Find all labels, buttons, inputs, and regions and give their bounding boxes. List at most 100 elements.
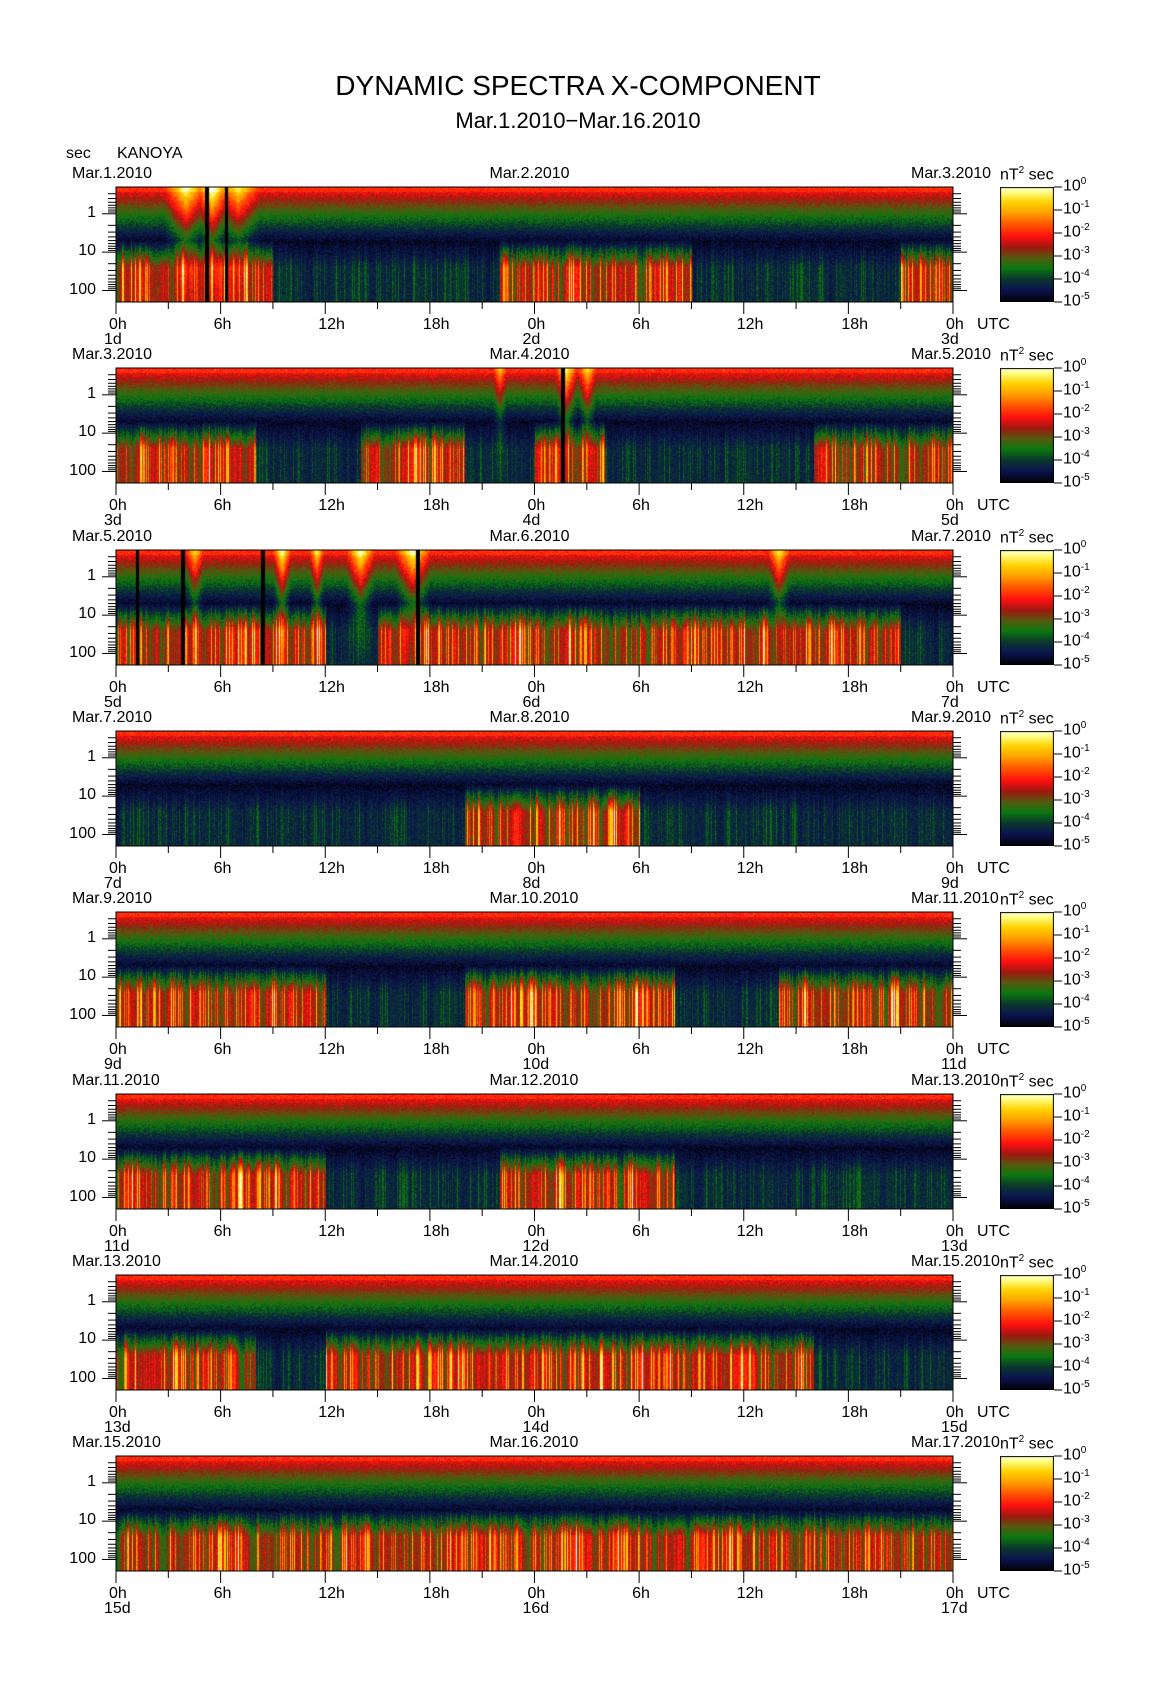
unit-nt: nT: [1000, 1435, 1019, 1453]
spectrogram-panel-6: [116, 1094, 953, 1209]
unit-sec: sec: [1024, 1254, 1054, 1272]
y-tick-label: 1: [87, 1472, 96, 1490]
tick-base: 10: [1063, 1311, 1081, 1329]
tick-exponent: -3: [1080, 1152, 1090, 1163]
tick-base: 10: [1063, 902, 1081, 920]
tick-base: 10: [1063, 767, 1081, 785]
panel-end-date: Mar.11.2010: [911, 890, 999, 907]
colorbar-tick-label: 100: [1063, 720, 1086, 739]
day-label: 6d: [522, 694, 541, 711]
y-tick-label: 1: [87, 203, 96, 221]
x-tick-label: 18h: [422, 497, 450, 514]
tick-exponent: -3: [1080, 426, 1090, 437]
unit-exp: 2: [1018, 528, 1025, 539]
colorbar-tick-label: 10-5: [1063, 654, 1090, 673]
tick-exponent: -2: [1080, 1491, 1090, 1502]
colorbar-tick-label: 10-1: [1063, 924, 1090, 943]
y-tick-label: 100: [69, 1005, 96, 1023]
tick-base: 10: [1063, 473, 1081, 491]
day-label: 13d: [941, 1238, 968, 1255]
colorbar-tick-label: 100: [1063, 1445, 1086, 1464]
spectrogram-panel-3: [116, 550, 953, 665]
x-tick-label: 0h: [527, 1585, 546, 1602]
day-label: 11d: [104, 1238, 130, 1255]
panel-start-date: Mar.1.2010: [72, 165, 153, 182]
y-tick-label: 100: [69, 1187, 96, 1205]
colorbar-tick-label: 10-1: [1063, 1468, 1090, 1487]
day-label: 7d: [941, 694, 959, 711]
tick-exponent: -5: [1080, 472, 1090, 483]
spectrogram-panel-7: [116, 1275, 953, 1390]
tick-base: 10: [1063, 292, 1081, 310]
colorbar-tick-label: 10-4: [1063, 268, 1090, 287]
tick-base: 10: [1063, 655, 1081, 673]
unit-exp: 2: [1018, 1253, 1025, 1264]
x-tick-label: 0h: [946, 1585, 964, 1602]
tick-base: 10: [1063, 1492, 1081, 1510]
x-tick-label: 12h: [736, 679, 764, 696]
tick-base: 10: [1063, 586, 1081, 604]
colorbar-unit: nT2 sec: [1000, 1434, 1054, 1453]
tick-base: 10: [1063, 925, 1081, 943]
x-tick-label: 0h: [946, 316, 964, 333]
tick-exponent: 0: [1080, 1264, 1087, 1275]
tick-base: 10: [1063, 1446, 1081, 1464]
y-tick-label: 1: [87, 1291, 96, 1309]
colorbar-5: [1000, 912, 1054, 1027]
x-tick-label: 6h: [213, 316, 232, 333]
unit-sec: sec: [1024, 1435, 1054, 1453]
tick-base: 10: [1063, 948, 1081, 966]
day-label: 12d: [522, 1238, 550, 1255]
panel-mid-date: Mar.16.2010: [489, 1434, 579, 1451]
colorbar-tick-label: 10-4: [1063, 631, 1090, 650]
colorbar-tick-label: 10-1: [1063, 1106, 1090, 1125]
tick-exponent: -4: [1080, 993, 1090, 1004]
unit-nt: nT: [1000, 891, 1019, 909]
x-tick-label: 18h: [841, 679, 869, 696]
x-tick-label: 6h: [632, 860, 650, 877]
x-tick-label: 12h: [736, 1041, 764, 1058]
unit-exp: 2: [1018, 1072, 1025, 1083]
day-label: 15d: [941, 1419, 968, 1436]
x-tick-label: 6h: [632, 679, 650, 696]
x-tick-label: 0h: [946, 1404, 964, 1421]
unit-nt: nT: [1000, 1254, 1019, 1272]
tick-exponent: -4: [1080, 1537, 1090, 1548]
tick-exponent: -2: [1080, 585, 1090, 596]
tick-exponent: -4: [1080, 812, 1090, 823]
colorbar-unit: nT2 sec: [1000, 165, 1054, 184]
x-tick-label: 6h: [213, 679, 232, 696]
colorbar-unit: nT2 sec: [1000, 346, 1054, 365]
tick-exponent: -4: [1080, 1175, 1090, 1186]
colorbar-unit: nT2 sec: [1000, 528, 1054, 547]
colorbar-tick-label: 10-1: [1063, 562, 1090, 581]
x-tick-label: 0h: [109, 497, 127, 514]
tick-base: 10: [1063, 1334, 1081, 1352]
day-label: 14d: [522, 1419, 550, 1436]
panel-end-date: Mar.5.2010: [911, 346, 992, 363]
station-label: KANOYA: [117, 145, 183, 162]
utc-label: UTC: [977, 497, 1010, 514]
colorbar-tick-label: 100: [1063, 901, 1086, 920]
colorbar-tick-label: 10-1: [1063, 743, 1090, 762]
tick-base: 10: [1063, 1107, 1081, 1125]
x-tick-label: 12h: [318, 860, 345, 877]
x-tick-label: 0h: [946, 1041, 964, 1058]
y-tick-label: 100: [69, 1368, 96, 1386]
colorbar-tick-label: 10-2: [1063, 222, 1090, 241]
y-tick-label: 1: [87, 384, 96, 402]
colorbar-tick-label: 100: [1063, 357, 1086, 376]
panel-mid-date: Mar.14.2010: [489, 1253, 579, 1270]
tick-base: 10: [1063, 609, 1081, 627]
y-tick-label: 10: [78, 1330, 96, 1348]
colorbar-6: [1000, 1094, 1054, 1209]
panel-start-date: Mar.9.2010: [72, 890, 153, 907]
y-tick-label: 100: [69, 280, 96, 298]
tick-exponent: -2: [1080, 766, 1090, 777]
tick-exponent: -2: [1080, 947, 1090, 958]
tick-exponent: -1: [1080, 380, 1090, 391]
colorbar-tick-label: 10-4: [1063, 1537, 1090, 1556]
colorbar-tick-label: 10-2: [1063, 766, 1090, 785]
tick-base: 10: [1063, 1380, 1081, 1398]
